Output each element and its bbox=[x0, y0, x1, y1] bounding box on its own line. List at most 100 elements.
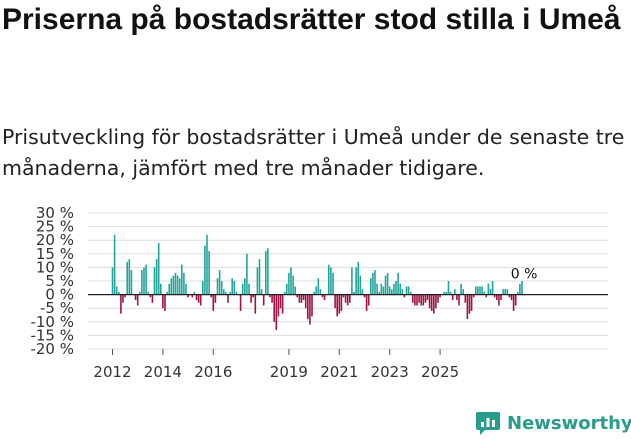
bar bbox=[479, 286, 481, 295]
bar bbox=[388, 286, 391, 295]
x-tick-label: 2019 bbox=[270, 363, 308, 381]
bar bbox=[435, 294, 437, 309]
bar bbox=[290, 267, 292, 295]
bar bbox=[370, 278, 372, 295]
bar bbox=[430, 294, 433, 311]
bar bbox=[288, 272, 290, 295]
bar bbox=[225, 291, 227, 295]
bar bbox=[470, 294, 473, 311]
bar bbox=[197, 294, 200, 303]
bar bbox=[451, 294, 454, 301]
bar bbox=[139, 291, 141, 295]
bar bbox=[160, 283, 162, 295]
bar bbox=[472, 294, 475, 298]
bar bbox=[391, 289, 393, 295]
bar bbox=[378, 291, 380, 295]
bar bbox=[458, 294, 460, 306]
last-value-label: 0 % bbox=[511, 267, 538, 283]
bar bbox=[422, 294, 425, 306]
bar bbox=[481, 286, 483, 295]
bar bbox=[244, 278, 246, 295]
bar bbox=[141, 270, 143, 295]
bar bbox=[206, 234, 208, 295]
y-tick-label: -20 % bbox=[30, 340, 74, 358]
bar bbox=[126, 261, 128, 295]
bar bbox=[202, 281, 204, 295]
bar bbox=[307, 294, 309, 320]
bar bbox=[122, 294, 124, 303]
bar bbox=[517, 291, 519, 295]
bar bbox=[275, 294, 278, 330]
bar bbox=[321, 294, 324, 298]
bar bbox=[162, 294, 164, 309]
bar bbox=[397, 272, 399, 295]
bar bbox=[302, 294, 305, 301]
y-tick-label: 10 % bbox=[36, 258, 74, 276]
bar bbox=[136, 294, 139, 306]
chart-subtitle: Prisutveckling för bostadsrätter i Umeå … bbox=[2, 125, 625, 180]
x-tick-label: 2014 bbox=[144, 363, 182, 381]
bar bbox=[195, 294, 198, 301]
bar bbox=[250, 294, 252, 303]
bar bbox=[439, 294, 441, 298]
bar bbox=[204, 245, 206, 295]
bar bbox=[185, 283, 187, 295]
bar bbox=[178, 278, 181, 295]
bar bbox=[313, 291, 315, 295]
bar bbox=[330, 267, 332, 295]
bar bbox=[151, 294, 154, 303]
bar bbox=[258, 259, 261, 295]
brand-name: Newsworthy bbox=[507, 412, 631, 434]
bar bbox=[334, 294, 336, 309]
bar bbox=[281, 294, 284, 314]
x-tick-label: 2023 bbox=[371, 363, 409, 381]
bar bbox=[483, 291, 485, 295]
bar bbox=[311, 294, 313, 317]
bar bbox=[220, 281, 223, 295]
bar bbox=[498, 294, 500, 306]
bar bbox=[363, 294, 366, 298]
bar bbox=[500, 294, 502, 301]
bar bbox=[239, 294, 242, 311]
bar bbox=[319, 289, 322, 295]
bar bbox=[298, 294, 301, 303]
bar bbox=[493, 294, 496, 298]
bar bbox=[361, 289, 364, 295]
bar bbox=[508, 294, 511, 298]
bar bbox=[317, 278, 320, 295]
bar bbox=[296, 294, 299, 298]
bar bbox=[294, 286, 296, 295]
bar bbox=[449, 291, 452, 295]
bar bbox=[208, 251, 210, 295]
bar bbox=[420, 294, 422, 306]
bar bbox=[359, 275, 362, 295]
x-axis-ticks: 2012 2014 2016 2019 2021 2023 2025 bbox=[93, 349, 459, 381]
bar bbox=[491, 281, 494, 295]
bar bbox=[407, 286, 410, 295]
bar bbox=[477, 286, 479, 295]
x-tick-label: 2016 bbox=[194, 363, 232, 381]
bar bbox=[468, 294, 471, 314]
bar bbox=[218, 270, 221, 295]
bar bbox=[328, 264, 330, 295]
bar bbox=[265, 251, 267, 295]
bar bbox=[462, 289, 464, 295]
bar bbox=[246, 253, 248, 295]
bar bbox=[124, 294, 126, 298]
bar bbox=[212, 294, 215, 311]
y-tick-label: 0 % bbox=[45, 286, 74, 304]
bar bbox=[231, 278, 233, 295]
bar bbox=[174, 272, 177, 295]
bar bbox=[349, 294, 351, 303]
y-tick-label: -5 % bbox=[40, 299, 74, 317]
bar bbox=[336, 294, 338, 317]
bar bbox=[346, 294, 349, 306]
bar bbox=[502, 289, 504, 295]
bar bbox=[229, 291, 231, 295]
bar bbox=[464, 294, 467, 303]
bar bbox=[323, 294, 326, 301]
bar bbox=[376, 283, 378, 295]
bar bbox=[519, 283, 521, 295]
bar bbox=[143, 267, 145, 295]
bar bbox=[487, 283, 490, 295]
